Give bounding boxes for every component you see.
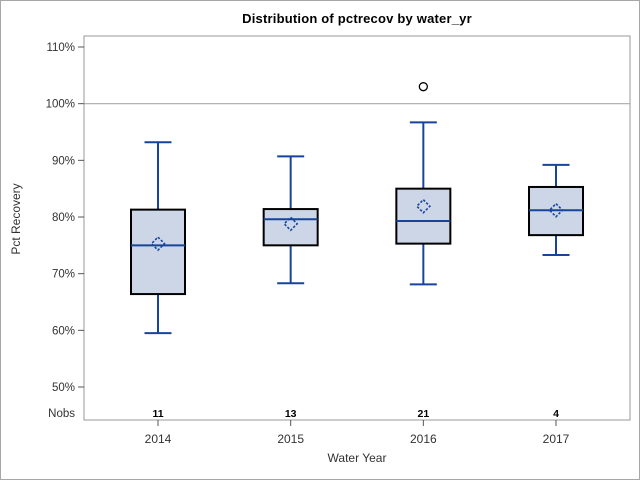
nobs-row-label: Nobs — [48, 408, 75, 420]
y-axis-tick-label: 100% — [46, 99, 75, 111]
mean-diamond-marker — [548, 202, 564, 218]
mean-diamond-marker — [415, 198, 431, 214]
x-axis-tick-label: 2017 — [543, 432, 570, 446]
nobs-value: 4 — [553, 408, 559, 420]
nobs-value: 21 — [417, 408, 429, 420]
x-axis-tick-label: 2015 — [277, 432, 304, 446]
iqr-box — [395, 187, 452, 245]
box-group-2016 — [395, 82, 452, 286]
outlier-point — [418, 82, 428, 92]
plot-frame — [83, 35, 631, 421]
box-group-2014 — [130, 141, 186, 335]
mean-diamond-marker — [283, 216, 299, 232]
iqr-box — [130, 208, 186, 296]
iqr-box — [262, 208, 319, 247]
x-axis-title: Water Year — [327, 451, 387, 465]
nobs-value: 11 — [152, 408, 163, 420]
x-axis-tick-label: 2016 — [410, 432, 437, 446]
box-group-2015 — [262, 155, 319, 285]
x-axis-tick-label: 2014 — [145, 432, 172, 446]
y-axis-tick-label: 50% — [52, 382, 75, 394]
chart-title: Distribution of pctrecov by water_yr — [242, 11, 472, 26]
mean-diamond-marker — [150, 236, 166, 252]
y-axis-tick-label: 110% — [46, 42, 75, 54]
y-axis-tick-label: 90% — [52, 155, 75, 167]
y-axis-tick-label: 70% — [52, 269, 75, 281]
y-axis-tick-label: 80% — [52, 212, 75, 224]
box-group-2017 — [528, 163, 585, 256]
y-axis-tick-label: 60% — [52, 325, 75, 337]
nobs-value: 13 — [285, 408, 297, 420]
